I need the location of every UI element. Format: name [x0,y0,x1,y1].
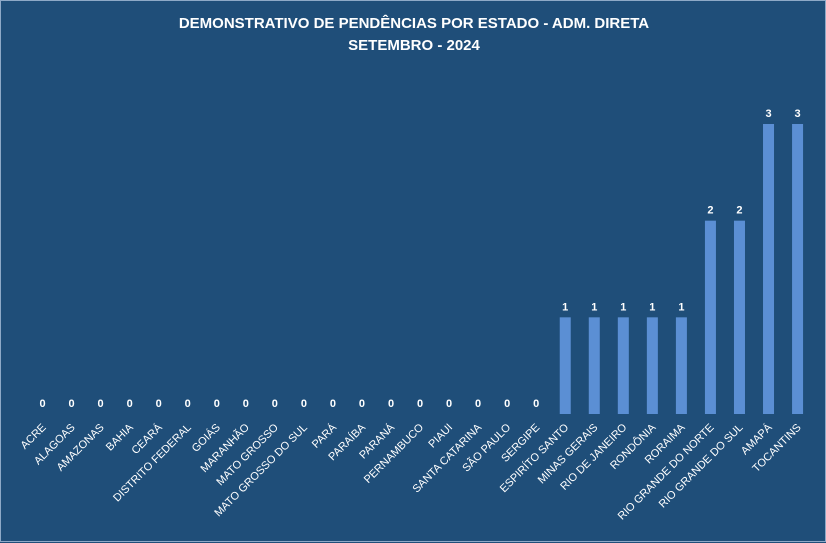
chart-title: DEMONSTRATIVO DE PENDÊNCIAS POR ESTADO -… [179,14,649,32]
data-label: 0 [359,398,365,410]
data-label: 1 [620,301,626,313]
data-label: 0 [68,398,74,410]
data-label: 0 [301,398,307,410]
data-label: 1 [562,301,568,313]
data-label: 0 [504,398,510,410]
data-label: 3 [794,108,800,120]
data-label: 0 [475,398,481,410]
data-label: 1 [591,301,597,313]
bar [733,220,745,414]
bar [646,317,658,414]
data-label: 2 [707,205,713,217]
data-label: 0 [156,398,162,410]
data-label: 0 [127,398,133,410]
data-label: 0 [388,398,394,410]
data-label: 1 [649,301,655,313]
data-label: 0 [330,398,336,410]
data-label: 0 [417,398,423,410]
bar [675,317,687,414]
bar [704,220,716,414]
bar [792,124,804,414]
data-label: 0 [39,398,45,410]
data-label: 0 [98,398,104,410]
data-label: 0 [243,398,249,410]
data-labels-group: 0 0 0 0 0 0 0 0 0 0 0 0 0 0 0 0 0 0 1 1 1 1 1 2 2 3 3 [39,108,800,410]
bar [559,317,571,414]
data-label: 0 [185,398,191,410]
data-label: 3 [765,108,771,120]
bar [588,317,600,414]
bars-group [559,124,804,414]
bar [763,124,775,414]
bar [617,317,629,414]
chart-subtitle: SETEMBRO - 2024 [348,37,480,54]
data-label: 0 [214,398,220,410]
data-label: 0 [272,398,278,410]
data-label: 1 [678,301,684,313]
data-label: 0 [446,398,452,410]
data-label: 0 [533,398,539,410]
data-label: 2 [736,205,742,217]
